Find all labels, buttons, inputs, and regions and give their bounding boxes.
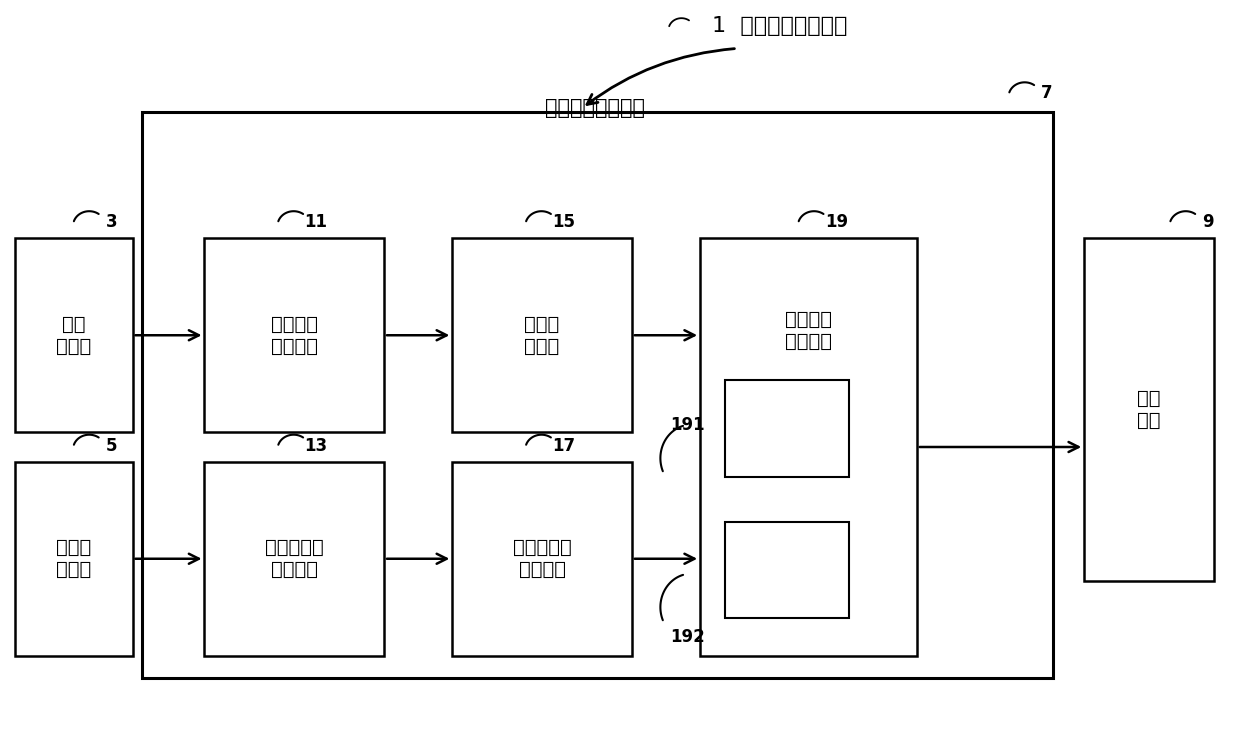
Text: 13: 13 xyxy=(305,437,327,454)
Bar xyxy=(452,462,632,656)
Text: 19: 19 xyxy=(825,213,847,231)
Text: 吸气量
计算器: 吸气量 计算器 xyxy=(524,314,560,356)
Text: 191: 191 xyxy=(670,416,705,434)
Text: 胸膜内压强
估计单元: 胸膜内压强 估计单元 xyxy=(513,538,571,580)
Bar xyxy=(452,238,632,432)
Bar xyxy=(725,380,849,477)
Bar xyxy=(15,238,133,432)
Text: 呼吸功能
检测单元: 呼吸功能 检测单元 xyxy=(786,310,831,351)
Text: 7: 7 xyxy=(1041,84,1053,102)
Bar xyxy=(15,462,133,656)
Text: 15: 15 xyxy=(553,213,575,231)
Bar xyxy=(1084,238,1214,581)
Text: 1  呼吸功能测试系统: 1 呼吸功能测试系统 xyxy=(712,16,847,36)
Bar xyxy=(204,462,384,656)
Text: 17: 17 xyxy=(553,437,575,454)
Text: 呼吸功能测试设备: 呼吸功能测试设备 xyxy=(545,98,644,118)
Text: 5: 5 xyxy=(105,437,118,454)
Text: 192: 192 xyxy=(670,628,705,646)
Text: 通知
单元: 通知 单元 xyxy=(1137,389,1161,431)
Bar xyxy=(700,238,917,656)
Bar xyxy=(142,112,1053,678)
Text: 3: 3 xyxy=(105,213,118,231)
Text: 脉搏波
传感器: 脉搏波 传感器 xyxy=(56,538,92,580)
Bar xyxy=(204,238,384,432)
Text: 脉搏波信号
获得单元: 脉搏波信号 获得单元 xyxy=(265,538,323,580)
Text: 9: 9 xyxy=(1202,213,1214,231)
Bar xyxy=(725,522,849,618)
Text: 11: 11 xyxy=(305,213,327,231)
Text: 流量
传感器: 流量 传感器 xyxy=(56,314,92,356)
Text: 吸气信号
获得单元: 吸气信号 获得单元 xyxy=(271,314,317,356)
